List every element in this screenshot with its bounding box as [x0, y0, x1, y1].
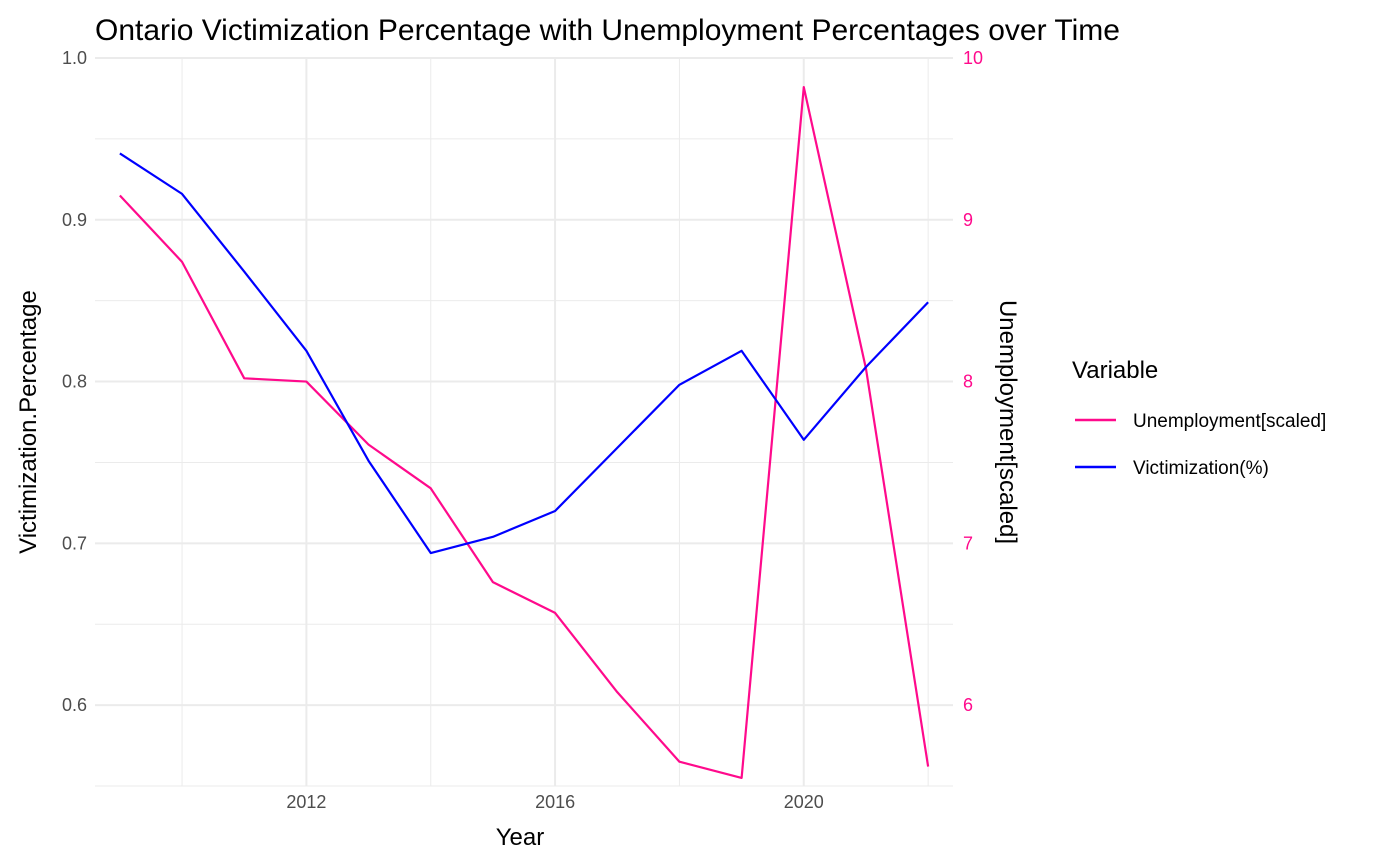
legend-label-1: Victimization(%) — [1133, 458, 1269, 479]
y-tick-label-right: 7 — [963, 533, 973, 553]
legend-label-0: Unemployment[scaled] — [1133, 411, 1326, 432]
x-tick-label: 2020 — [784, 792, 824, 812]
y-axis-right-ticks: 6 7 8 9 10 — [963, 48, 983, 715]
y-tick-label-right: 6 — [963, 695, 973, 715]
series-line-1 — [119, 152, 929, 555]
y-tick-label-right: 9 — [963, 210, 973, 230]
legend-items: Unemployment[scaled] Victimization(%) — [1075, 411, 1326, 479]
x-tick-label: 2016 — [535, 792, 575, 812]
legend: Variable Unemployment[scaled] Victimizati… — [1072, 357, 1326, 479]
grid-major — [95, 57, 953, 786]
legend-title: Variable — [1072, 357, 1158, 384]
series-lines — [119, 86, 930, 780]
x-axis-ticks: 2012 2016 2020 — [286, 792, 823, 812]
y-axis-left-ticks: 0.6 0.7 0.8 0.9 1.0 — [62, 48, 87, 715]
y-tick-label-left: 0.8 — [62, 372, 87, 392]
x-axis-title: Year — [496, 824, 545, 851]
grid-minor — [95, 58, 953, 787]
series-line-0 — [119, 86, 930, 780]
x-tick-label: 2012 — [286, 792, 326, 812]
y-tick-label-left: 0.7 — [62, 533, 87, 553]
y-axis-left-title: Victimization.Percentage — [15, 290, 42, 554]
y-tick-label-left: 1.0 — [62, 48, 87, 68]
chart-title: Ontario Victimization Percentage with Un… — [95, 14, 1120, 47]
y-axis-right-title: Unemployment[scaled] — [994, 300, 1021, 544]
y-tick-label-right: 8 — [963, 372, 973, 392]
y-tick-label-left: 0.6 — [62, 695, 87, 715]
y-tick-label-right: 10 — [963, 48, 983, 68]
y-tick-label-left: 0.9 — [62, 210, 87, 230]
